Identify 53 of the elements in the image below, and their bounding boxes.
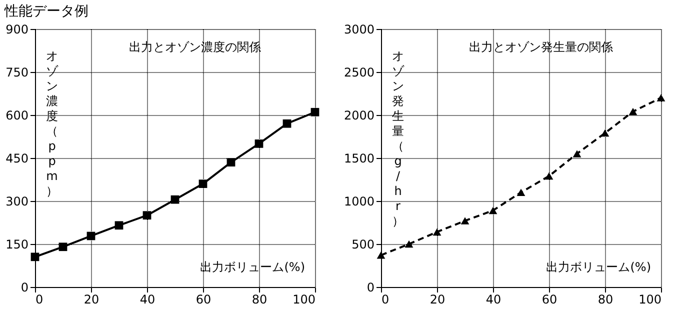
x-tick-label: 80	[598, 292, 614, 306]
y-tick-label: 3000	[344, 22, 374, 36]
point	[544, 172, 554, 180]
x-tick-label: 0	[382, 292, 390, 306]
x-axis-title: 出力ボリューム(%)	[546, 260, 651, 274]
point	[310, 108, 320, 116]
point	[198, 180, 208, 188]
point	[282, 119, 292, 128]
point	[460, 217, 470, 224]
point	[656, 94, 666, 102]
point	[170, 195, 180, 204]
point	[572, 150, 582, 158]
y-tick-label: 0	[366, 280, 374, 294]
x-tick-label: 80	[252, 292, 268, 306]
point	[58, 242, 68, 252]
point	[432, 228, 442, 236]
point	[254, 139, 264, 148]
y-tick-label: 500	[352, 238, 374, 252]
y-tick-label: 0	[20, 280, 28, 294]
x-tick-label: 0	[36, 292, 44, 306]
point	[404, 240, 414, 248]
x-tick-label: 100	[638, 292, 662, 306]
y-tick-label: 450	[6, 152, 28, 166]
y-tick-label: 1000	[344, 194, 374, 208]
y-tick-label: 900	[6, 22, 28, 36]
point	[86, 232, 96, 240]
y-tick-label: 600	[6, 108, 28, 122]
y-tick-label: 300	[6, 194, 28, 208]
x-axis-title: 出力ボリューム(%)	[200, 260, 305, 274]
chart-title: 性能データ例	[4, 4, 89, 20]
point	[600, 129, 610, 137]
text: 出力とオゾン濃度の関係	[129, 40, 261, 54]
x-tick-label: 100	[292, 292, 316, 306]
text: オゾン発生量（g/hr）	[392, 49, 404, 228]
point	[516, 188, 526, 196]
point	[628, 108, 638, 116]
y-tick-label: 1500	[344, 152, 374, 166]
x-tick-label: 20	[84, 292, 100, 306]
point	[226, 158, 236, 166]
y-tick-label: 2000	[344, 108, 374, 122]
point	[142, 211, 152, 220]
point	[114, 221, 124, 230]
y-tick-label: 2500	[344, 66, 374, 80]
y-tick-label: 750	[6, 66, 28, 80]
y-tick-label: 150	[6, 238, 28, 252]
x-tick-label: 40	[140, 292, 156, 306]
x-tick-label: 60	[542, 292, 558, 306]
x-tick-label: 60	[196, 292, 212, 306]
point	[488, 206, 498, 214]
point	[376, 252, 386, 259]
x-tick-label: 40	[486, 292, 502, 306]
x-tick-label: 20	[430, 292, 446, 306]
point	[30, 252, 40, 262]
